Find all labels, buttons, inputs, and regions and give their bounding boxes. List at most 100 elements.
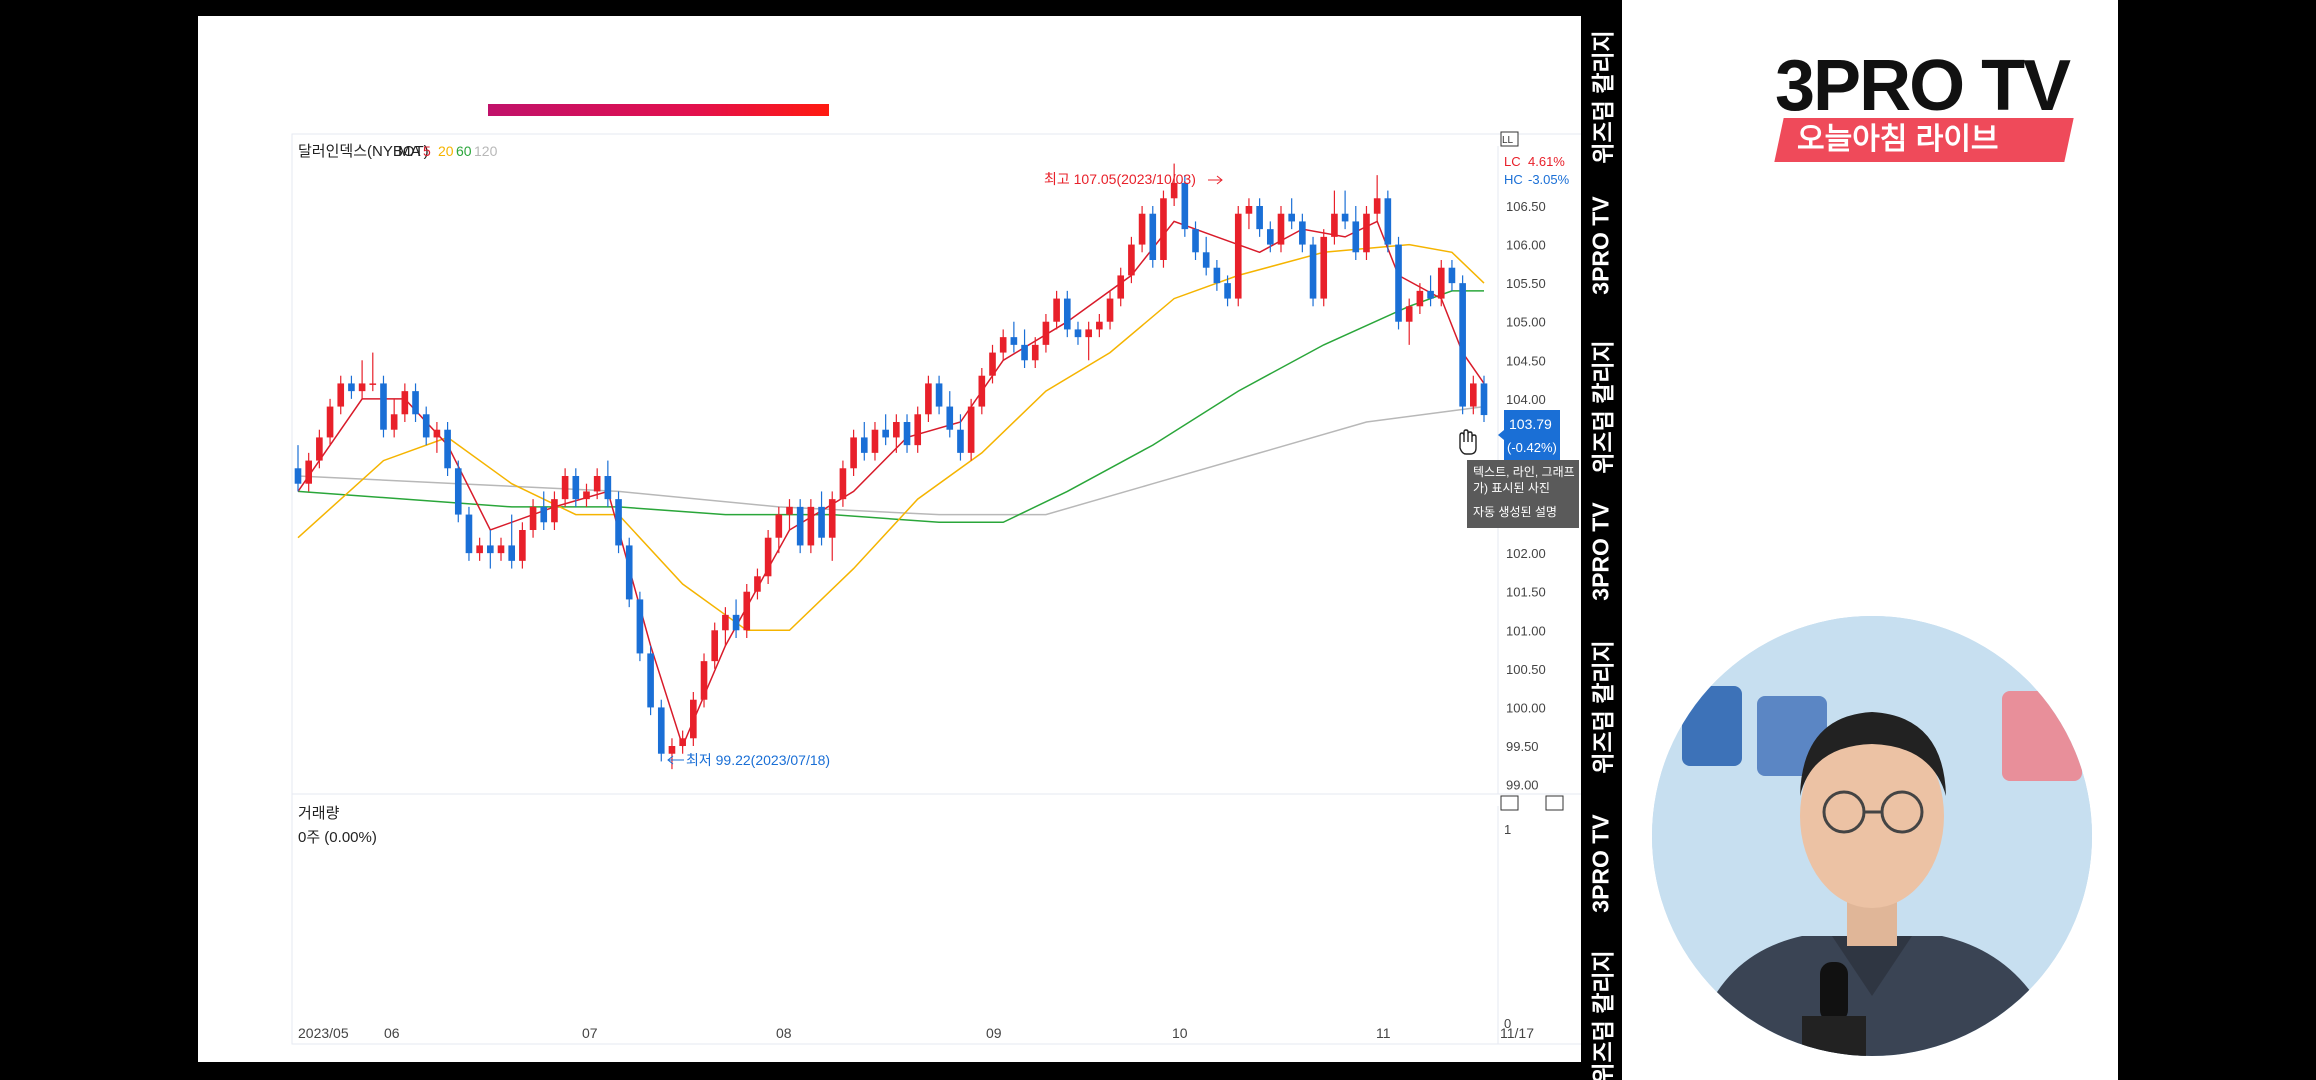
candle-body <box>583 491 590 500</box>
lc-value: 4.61% <box>1528 154 1565 169</box>
volume-tick-top: 1 <box>1504 822 1511 837</box>
current-price-change: (-0.42%) <box>1507 440 1557 455</box>
candle-body <box>1031 344 1039 361</box>
strip-label: 위즈덤 칼리지 <box>1590 640 1616 774</box>
candle-body <box>1160 198 1167 260</box>
backdrop-panel <box>1682 686 1742 766</box>
candle-body <box>444 429 451 469</box>
candle-body <box>1181 182 1189 230</box>
lc-label: LC <box>1504 154 1521 169</box>
candle-body <box>316 437 323 461</box>
candle-body <box>337 383 345 407</box>
y-tick-label: 104.00 <box>1506 392 1546 407</box>
candle-body <box>294 468 302 484</box>
presentation-slide: 달러인덱스(NYBOT) MA 5 20 60 120 LC 4.61% HC … <box>198 16 1581 1062</box>
candle-body <box>476 545 483 554</box>
candle-body <box>1202 252 1210 268</box>
candle-body <box>1384 198 1392 245</box>
presenter-hair <box>1800 712 1946 796</box>
logo-sub-text: 오늘아침 라이브 <box>1797 123 1999 156</box>
candle-body <box>850 437 857 469</box>
candle-body <box>775 514 783 538</box>
y-tick-label: 106.50 <box>1506 199 1546 214</box>
candle-body <box>882 429 889 438</box>
candle-body <box>657 707 665 754</box>
volume-expand-button[interactable] <box>1545 795 1564 811</box>
high-annotation-arrow <box>1208 175 1223 185</box>
candle-body <box>1405 306 1413 322</box>
y-tick-label: 106.00 <box>1506 238 1546 253</box>
candle-body <box>369 383 377 385</box>
candle-body <box>818 506 825 538</box>
hc-value: -3.05% <box>1528 172 1570 187</box>
candle-body <box>1309 244 1317 299</box>
volume-toggle-button[interactable] <box>1500 795 1519 811</box>
strip-label: 위즈덤 칼리지 <box>1590 950 1616 1080</box>
volume-panel-frame <box>291 793 1581 1045</box>
candle-body <box>860 437 868 453</box>
candle-body <box>1074 329 1082 338</box>
candle-body <box>711 630 719 662</box>
y-tick-label: 101.50 <box>1506 585 1546 600</box>
candle-body <box>1053 298 1060 322</box>
strip-label: 3PRO TV <box>1587 814 1614 913</box>
x-tick-label: 2023/05 <box>298 1025 349 1041</box>
ma20-line <box>297 243 1485 632</box>
candle-body <box>1192 229 1199 253</box>
candle-body <box>690 699 697 739</box>
candle-body <box>487 545 494 554</box>
low-annotation: 최저 99.22(2023/07/18) <box>686 752 830 768</box>
candle-body <box>1459 283 1466 407</box>
candle-body <box>540 506 548 523</box>
candle-body <box>1010 337 1018 345</box>
candle-body <box>1021 344 1028 361</box>
candle-body <box>839 468 847 500</box>
x-tick-label: 11 <box>1376 1025 1391 1041</box>
hand-cursor-icon <box>1459 429 1477 455</box>
y-tick-label: 102.00 <box>1506 546 1546 561</box>
x-tick-label: 06 <box>384 1025 400 1041</box>
chart-title: 달러인덱스(NYBOT) <box>298 143 429 160</box>
candle-body <box>828 499 836 538</box>
logo-sub-banner: 오늘아침 라이브 <box>1774 118 2074 162</box>
panel-toggle-button[interactable] <box>1500 131 1519 147</box>
tooltip-line-3: 자동 생성된 설명 <box>1473 505 1557 519</box>
candle-body <box>1437 267 1445 299</box>
panel-toggle-label: LL <box>1502 135 1514 146</box>
ma-5-label: 5 <box>423 143 431 159</box>
candle-body <box>401 391 409 415</box>
ma-20-label: 20 <box>438 143 454 159</box>
candle-body <box>1416 290 1424 307</box>
candle-body <box>636 599 644 654</box>
candle-body <box>1245 206 1253 214</box>
candle-body <box>604 476 612 500</box>
candle-body <box>978 375 986 407</box>
y-tick-label: 104.50 <box>1506 353 1546 368</box>
candle-body <box>615 499 622 546</box>
candle-body <box>786 506 793 515</box>
candle-body <box>1373 198 1381 214</box>
y-tick-label: 100.00 <box>1506 700 1546 715</box>
candle-body <box>1256 206 1263 230</box>
candle-body <box>1234 213 1242 299</box>
ma120-line <box>297 405 1485 516</box>
candle-body <box>743 591 751 631</box>
candle-body <box>1266 229 1274 245</box>
candle-body <box>893 422 900 438</box>
candle-body <box>796 506 804 546</box>
candle-body <box>946 406 954 430</box>
candle-body <box>497 545 505 554</box>
candle-body <box>412 391 419 415</box>
x-tick-label: 07 <box>582 1025 598 1041</box>
ma5-line <box>297 220 1485 749</box>
candle-body <box>1277 213 1285 245</box>
candle-body <box>572 476 580 500</box>
candle-body <box>422 414 430 438</box>
x-tick-label: 09 <box>986 1025 1002 1041</box>
candle-body <box>433 429 441 438</box>
strip-label: 위즈덤 칼리지 <box>1590 340 1616 474</box>
presenter-illustration <box>1652 616 2092 1056</box>
candle-body <box>925 383 932 415</box>
candle-body <box>348 383 355 392</box>
candle-body <box>1106 298 1114 322</box>
